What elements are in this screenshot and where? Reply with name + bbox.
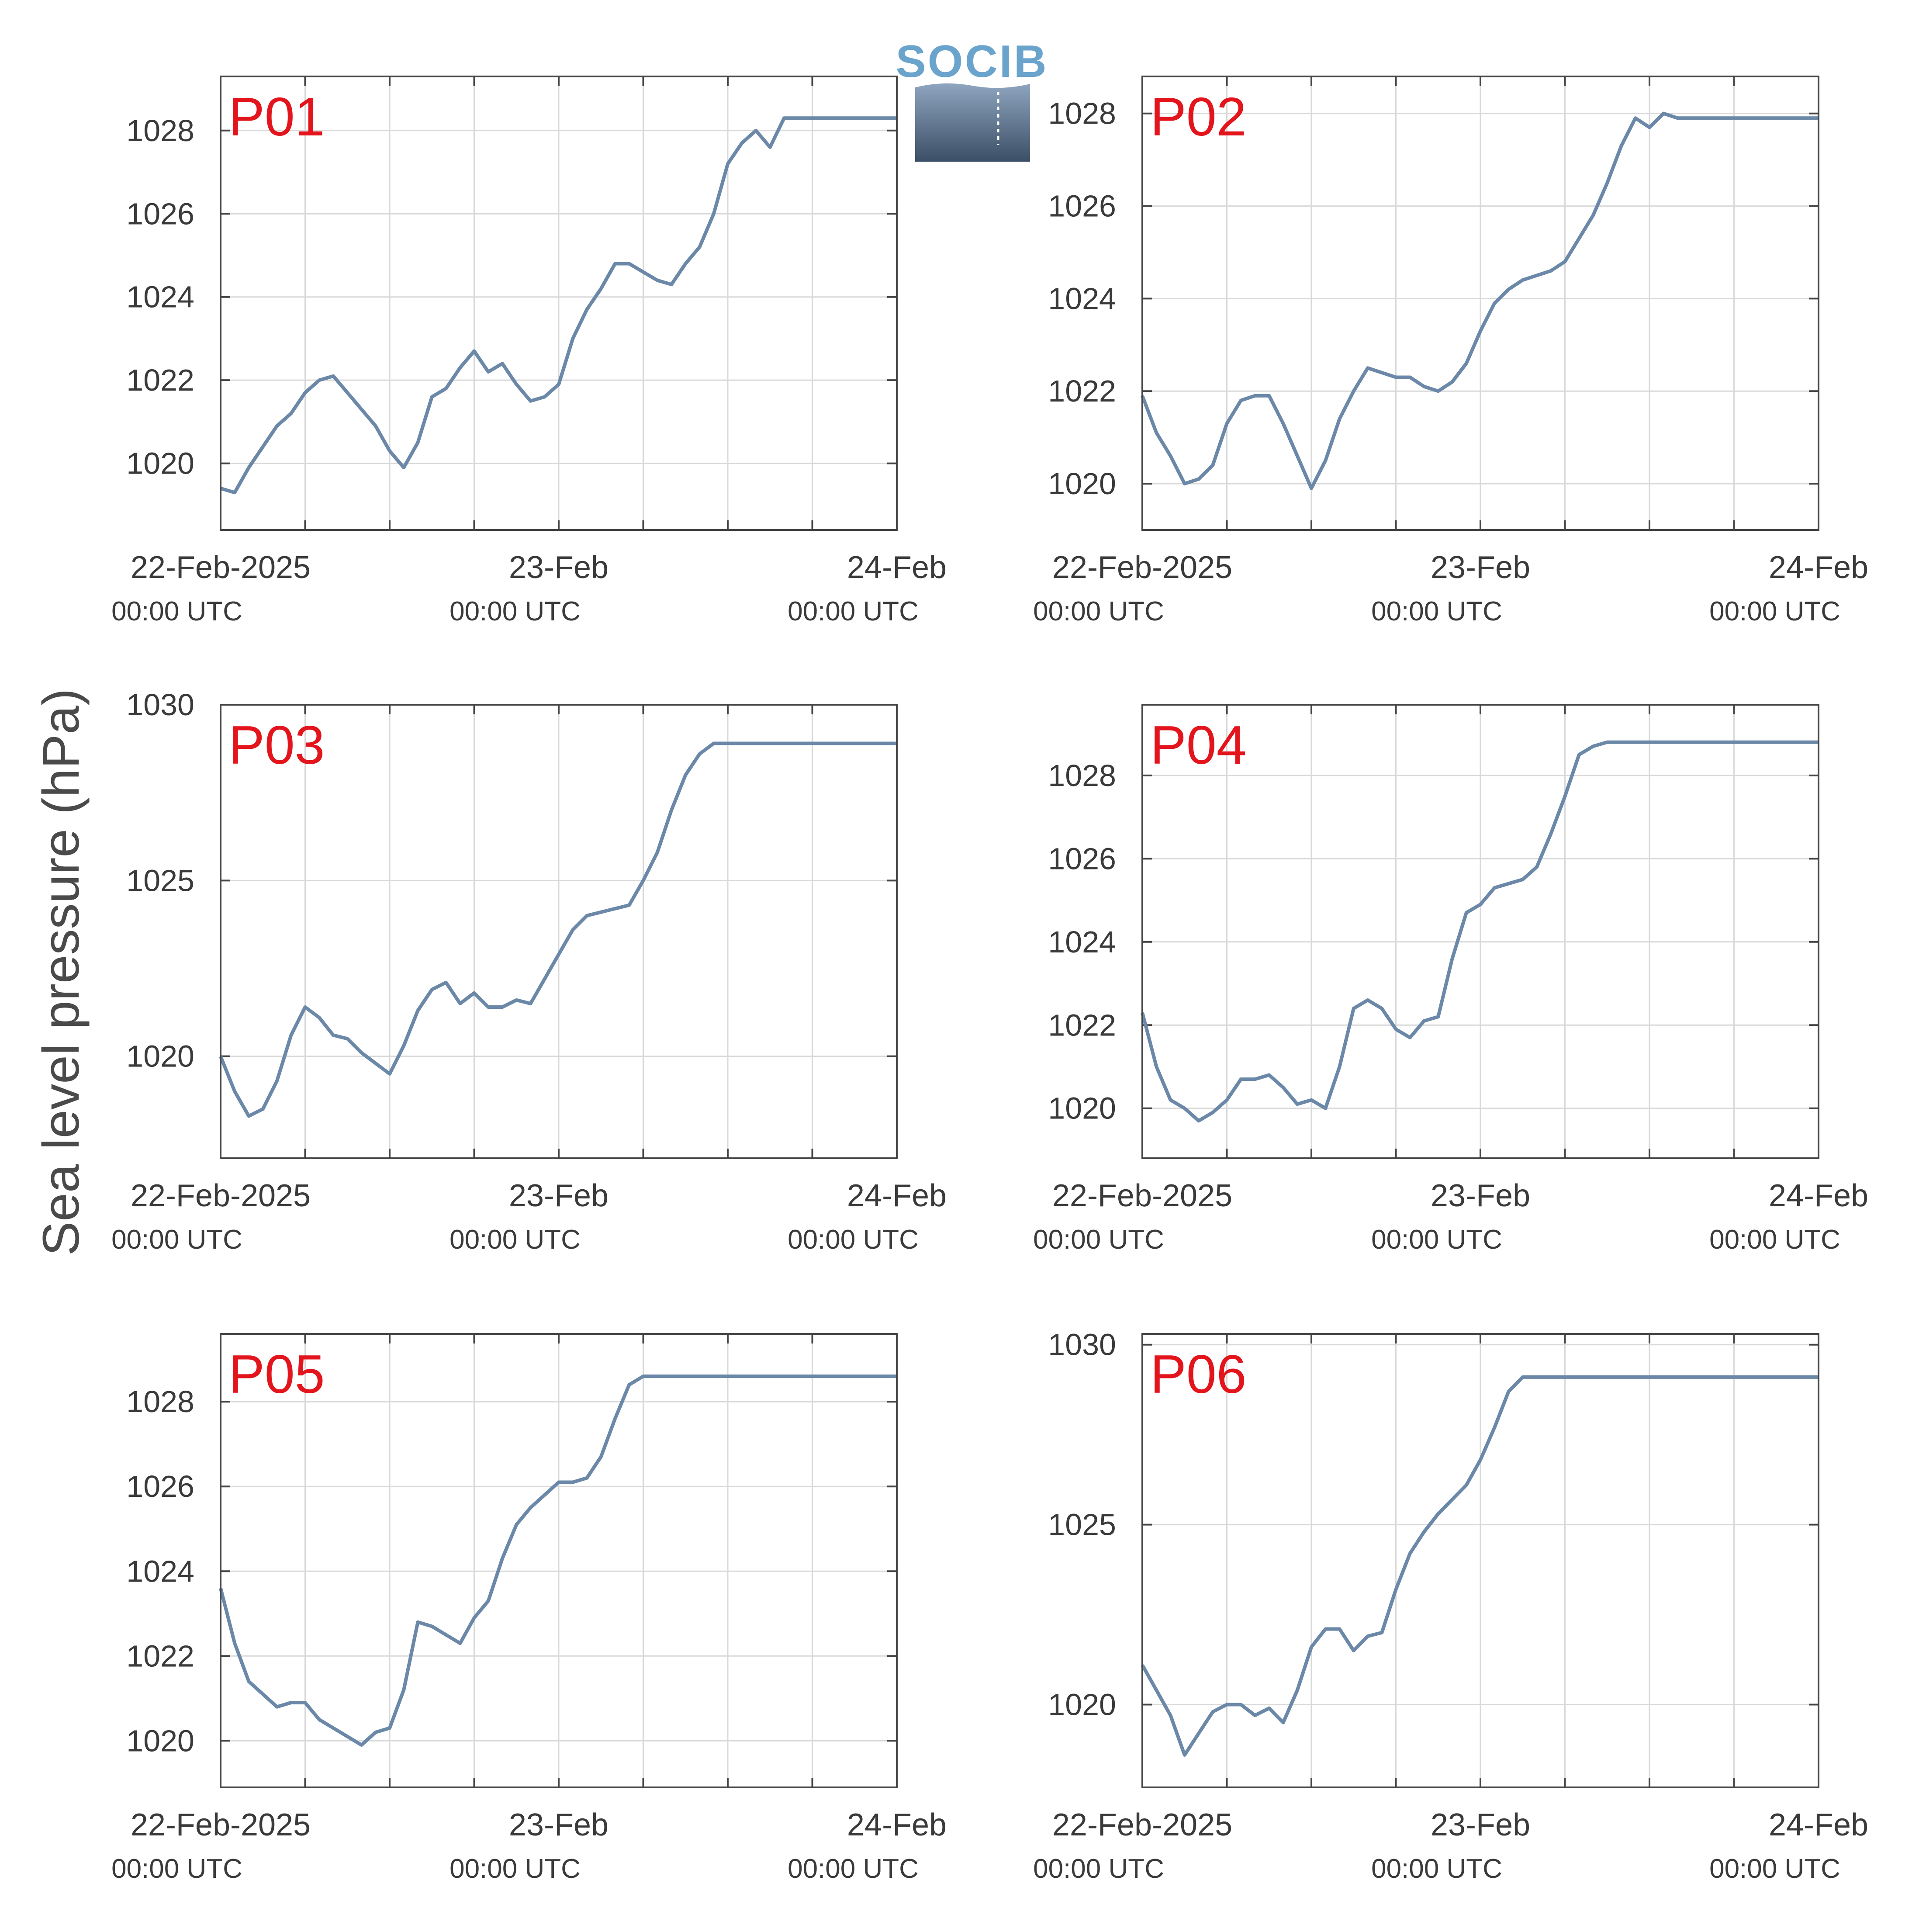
y-tick-label: 1026	[126, 1469, 194, 1503]
y-tick-label: 1022	[1048, 374, 1116, 408]
x-tick-label: 23-Feb	[509, 550, 609, 585]
x-tick-sublabel: 00:00 UTC	[111, 1854, 242, 1884]
x-tick-sublabel: 00:00 UTC	[1709, 596, 1840, 627]
y-tick-label: 1024	[1048, 925, 1116, 959]
series-line-p03	[219, 741, 897, 1118]
socib-logo-wave	[915, 83, 1030, 162]
y-tick-label: 1020	[126, 447, 194, 481]
x-tick-sublabel: 00:00 UTC	[1371, 1854, 1502, 1884]
x-tick-sublabel: 00:00 UTC	[111, 1225, 242, 1255]
y-tick-label: 1028	[1048, 97, 1116, 131]
x-tick-label: 23-Feb	[1431, 1807, 1530, 1842]
x-tick-label: 24-Feb	[847, 550, 947, 585]
x-tick-sublabel: 00:00 UTC	[449, 596, 581, 627]
y-tick-label: 1030	[1048, 1328, 1116, 1362]
y-tick-label: 1028	[126, 1385, 194, 1419]
x-tick-sublabel: 00:00 UTC	[1033, 1854, 1164, 1884]
x-tick-sublabel: 00:00 UTC	[1033, 1225, 1164, 1255]
socib-logo: SOCIB	[896, 36, 1048, 162]
y-tick-label: 1025	[1048, 1508, 1116, 1542]
series-line-p05	[219, 1375, 897, 1747]
panel-p03: 1020 1025 1030 P03 22-Feb-2025 00:00 UTC 23-Fe…	[111, 688, 947, 1255]
y-tick-label: 1028	[1048, 758, 1116, 793]
panel-label: P01	[228, 87, 325, 147]
y-tick-label: 1020	[1048, 1091, 1116, 1125]
panel-label: P03	[228, 715, 325, 776]
x-tick-sublabel: 00:00 UTC	[449, 1225, 581, 1255]
y-tick-label: 1020	[126, 1039, 194, 1073]
x-tick-label: 23-Feb	[509, 1178, 609, 1213]
series-line-p01	[220, 116, 897, 495]
x-tick-sublabel: 00:00 UTC	[1371, 1225, 1502, 1255]
panel-label: P02	[1150, 87, 1247, 147]
panel-p02: 1020 1022 1024 1026 1028 P02 22-Feb-2025 00:00 …	[1033, 76, 1868, 627]
x-tick-label: 23-Feb	[1431, 1178, 1530, 1213]
x-tick-label: 24-Feb	[847, 1178, 947, 1213]
y-axis-label: Sea level pressure (hPa)	[32, 689, 90, 1256]
x-tick-sublabel: 00:00 UTC	[788, 596, 919, 627]
x-tick-label: 22-Feb-2025	[1052, 1807, 1232, 1842]
x-tick-label: 22-Feb-2025	[1052, 1178, 1232, 1213]
socib-logo-text: SOCIB	[896, 36, 1048, 87]
x-tick-label: 24-Feb	[847, 1807, 947, 1842]
x-tick-label: 24-Feb	[1769, 1807, 1868, 1842]
y-tick-label: 1026	[1048, 841, 1116, 876]
y-tick-label: 1022	[126, 1639, 194, 1673]
axes-frame	[1141, 704, 1819, 1159]
x-tick-sublabel: 00:00 UTC	[1709, 1854, 1840, 1884]
x-tick-label: 23-Feb	[1431, 550, 1530, 585]
axes-frame	[220, 76, 898, 531]
series-line-p04	[1141, 740, 1819, 1123]
x-tick-label: 24-Feb	[1769, 1178, 1868, 1213]
y-tick-label: 1020	[1048, 1688, 1116, 1722]
y-tick-label: 1026	[126, 197, 194, 231]
panel-p05: 1020 1022 1024 1026 1028 P05 22-Feb-2025 00:00 …	[111, 1333, 947, 1884]
panel-p01: 1020 1022 1024 1026 1028 P01 22-Feb-2025 00:00 …	[111, 76, 947, 627]
panel-label: P05	[228, 1344, 325, 1405]
y-tick-label: 1022	[126, 363, 194, 397]
y-tick-label: 1030	[126, 688, 194, 722]
x-tick-label: 24-Feb	[1769, 550, 1868, 585]
panels: 1020 1022 1024 1026 1028 P01 22-Feb-2025 00:00 …	[111, 76, 1868, 1884]
y-tick-label: 1022	[1048, 1008, 1116, 1042]
panel-p04: 1020 1022 1024 1026 1028 P04 22-Feb-2025 00:00 …	[1033, 704, 1868, 1255]
series-line-p06	[1141, 1375, 1819, 1757]
x-tick-sublabel: 00:00 UTC	[788, 1854, 919, 1884]
x-tick-sublabel: 00:00 UTC	[1709, 1225, 1840, 1255]
x-tick-sublabel: 00:00 UTC	[788, 1225, 919, 1255]
panel-label: P06	[1150, 1344, 1247, 1405]
y-tick-label: 1020	[1048, 467, 1116, 501]
y-tick-label: 1020	[126, 1724, 194, 1758]
y-tick-label: 1024	[1048, 281, 1116, 315]
axes-frame	[220, 1333, 898, 1788]
x-tick-sublabel: 00:00 UTC	[111, 596, 242, 627]
axes-frame	[1141, 1333, 1819, 1788]
x-tick-label: 22-Feb-2025	[131, 1178, 311, 1213]
y-tick-label: 1024	[126, 280, 194, 314]
x-tick-sublabel: 00:00 UTC	[1371, 596, 1502, 627]
panel-p06: 1020 1025 1030 P06 22-Feb-2025 00:00 UTC 23-Fe…	[1033, 1328, 1868, 1884]
panel-label: P04	[1150, 715, 1247, 776]
y-tick-label: 1025	[126, 863, 194, 897]
x-tick-label: 23-Feb	[509, 1807, 609, 1842]
x-tick-sublabel: 00:00 UTC	[449, 1854, 581, 1884]
y-tick-label: 1024	[126, 1554, 194, 1588]
x-tick-sublabel: 00:00 UTC	[1033, 596, 1164, 627]
axes-frame	[220, 704, 898, 1159]
x-tick-label: 22-Feb-2025	[131, 550, 311, 585]
series-line-p02	[1141, 111, 1819, 490]
x-tick-label: 22-Feb-2025	[1052, 550, 1232, 585]
y-tick-label: 1028	[126, 114, 194, 148]
x-tick-label: 22-Feb-2025	[131, 1807, 311, 1842]
y-tick-label: 1026	[1048, 189, 1116, 223]
axes-frame	[1141, 76, 1819, 531]
